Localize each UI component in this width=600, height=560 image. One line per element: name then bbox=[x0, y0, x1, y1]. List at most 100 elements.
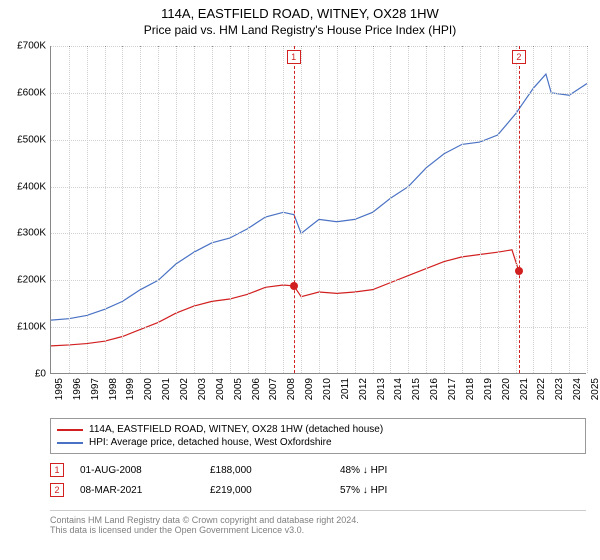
event-point bbox=[515, 267, 523, 275]
x-axis-label: 2011 bbox=[340, 378, 351, 400]
transaction-marker: 2 bbox=[50, 483, 64, 497]
x-axis-label: 1999 bbox=[125, 378, 136, 400]
x-axis-label: 2009 bbox=[304, 378, 315, 400]
x-axis-label: 2006 bbox=[251, 378, 262, 400]
x-axis-label: 2020 bbox=[501, 378, 512, 400]
gridline-v bbox=[444, 46, 445, 373]
event-line bbox=[294, 46, 295, 373]
gridline-v bbox=[480, 46, 481, 373]
x-axis-label: 2000 bbox=[143, 378, 154, 400]
x-axis-label: 2004 bbox=[215, 378, 226, 400]
x-axis-label: 1996 bbox=[72, 378, 83, 400]
legend-row: HPI: Average price, detached house, West… bbox=[57, 436, 579, 449]
transactions-block: 1 01-AUG-2008£188,00048% ↓ HPI 2 08-MAR-202… bbox=[50, 460, 586, 500]
transaction-row: 1 01-AUG-2008£188,00048% ↓ HPI bbox=[50, 460, 586, 480]
title-address: 114A, EASTFIELD ROAD, WITNEY, OX28 1HW bbox=[0, 6, 600, 21]
y-axis-label: £0 bbox=[35, 369, 46, 380]
gridline-v bbox=[498, 46, 499, 373]
legend-label: HPI: Average price, detached house, West… bbox=[89, 437, 332, 448]
gridline-v bbox=[390, 46, 391, 373]
gridline-v bbox=[337, 46, 338, 373]
gridline-v bbox=[355, 46, 356, 373]
gridline-v bbox=[283, 46, 284, 373]
transaction-row: 2 08-MAR-2021£219,00057% ↓ HPI bbox=[50, 480, 586, 500]
gridline-v bbox=[230, 46, 231, 373]
x-axis-label: 2012 bbox=[358, 378, 369, 400]
y-axis-label: £500K bbox=[17, 134, 46, 145]
gridline-v bbox=[105, 46, 106, 373]
chart-container: 114A, EASTFIELD ROAD, WITNEY, OX28 1HW P… bbox=[0, 0, 600, 560]
gridline-v bbox=[140, 46, 141, 373]
y-axis-label: £400K bbox=[17, 181, 46, 192]
x-axis-label: 2002 bbox=[179, 378, 190, 400]
x-axis-label: 2003 bbox=[197, 378, 208, 400]
transaction-marker: 1 bbox=[50, 463, 64, 477]
gridline-v bbox=[516, 46, 517, 373]
y-axis-label: £100K bbox=[17, 322, 46, 333]
footer-text: Contains HM Land Registry data © Crown c… bbox=[50, 510, 586, 535]
gridline-v bbox=[122, 46, 123, 373]
event-marker: 1 bbox=[287, 50, 301, 64]
gridline-v bbox=[265, 46, 266, 373]
footer-line1: Contains HM Land Registry data © Crown c… bbox=[50, 515, 586, 525]
x-axis-label: 2018 bbox=[465, 378, 476, 400]
x-axis-label: 2024 bbox=[572, 378, 583, 400]
x-axis-label: 2013 bbox=[376, 378, 387, 400]
x-axis-label: 2015 bbox=[411, 378, 422, 400]
gridline-v bbox=[69, 46, 70, 373]
transaction-price: £188,000 bbox=[210, 465, 340, 476]
x-axis-label: 1998 bbox=[108, 378, 119, 400]
gridline-v bbox=[319, 46, 320, 373]
legend-swatch bbox=[57, 429, 83, 431]
x-axis-label: 2021 bbox=[519, 378, 530, 400]
x-axis-label: 1997 bbox=[90, 378, 101, 400]
x-axis-label: 2010 bbox=[322, 378, 333, 400]
transaction-date: 01-AUG-2008 bbox=[80, 465, 210, 476]
transaction-price: £219,000 bbox=[210, 485, 340, 496]
x-axis-label: 2025 bbox=[590, 378, 600, 400]
gridline-v bbox=[212, 46, 213, 373]
transaction-pct: 57% ↓ HPI bbox=[340, 485, 470, 496]
y-axis-label: £700K bbox=[17, 41, 46, 52]
x-axis-label: 2023 bbox=[554, 378, 565, 400]
x-axis-label: 2016 bbox=[429, 378, 440, 400]
x-axis-label: 2005 bbox=[233, 378, 244, 400]
legend-swatch bbox=[57, 442, 83, 444]
chart-area: £0£100K£200K£300K£400K£500K£600K£700K199… bbox=[50, 46, 586, 374]
title-block: 114A, EASTFIELD ROAD, WITNEY, OX28 1HW P… bbox=[0, 0, 600, 39]
event-marker: 2 bbox=[512, 50, 526, 64]
gridline-v bbox=[408, 46, 409, 373]
gridline-v bbox=[301, 46, 302, 373]
y-axis-label: £600K bbox=[17, 87, 46, 98]
gridline-v bbox=[462, 46, 463, 373]
y-axis-label: £300K bbox=[17, 228, 46, 239]
x-axis-label: 2019 bbox=[483, 378, 494, 400]
gridline-v bbox=[551, 46, 552, 373]
gridline-v bbox=[373, 46, 374, 373]
event-point bbox=[290, 282, 298, 290]
gridline-v bbox=[248, 46, 249, 373]
gridline-v bbox=[194, 46, 195, 373]
y-axis-label: £200K bbox=[17, 275, 46, 286]
x-axis-label: 1995 bbox=[54, 378, 65, 400]
x-axis-label: 2007 bbox=[268, 378, 279, 400]
transaction-date: 08-MAR-2021 bbox=[80, 485, 210, 496]
title-subtitle: Price paid vs. HM Land Registry's House … bbox=[0, 23, 600, 37]
plot-region: £0£100K£200K£300K£400K£500K£600K£700K199… bbox=[50, 46, 586, 374]
x-axis-label: 2022 bbox=[536, 378, 547, 400]
gridline-v bbox=[569, 46, 570, 373]
legend-box: 114A, EASTFIELD ROAD, WITNEY, OX28 1HW (… bbox=[50, 418, 586, 454]
x-axis-label: 2014 bbox=[393, 378, 404, 400]
footer-line2: This data is licensed under the Open Gov… bbox=[50, 525, 586, 535]
gridline-v bbox=[533, 46, 534, 373]
legend-label: 114A, EASTFIELD ROAD, WITNEY, OX28 1HW (… bbox=[89, 424, 383, 435]
gridline-v bbox=[87, 46, 88, 373]
event-line bbox=[519, 46, 520, 373]
gridline-v bbox=[426, 46, 427, 373]
gridline-v bbox=[176, 46, 177, 373]
gridline-v bbox=[158, 46, 159, 373]
transaction-pct: 48% ↓ HPI bbox=[340, 465, 470, 476]
x-axis-label: 2017 bbox=[447, 378, 458, 400]
legend-row: 114A, EASTFIELD ROAD, WITNEY, OX28 1HW (… bbox=[57, 423, 579, 436]
x-axis-label: 2008 bbox=[286, 378, 297, 400]
